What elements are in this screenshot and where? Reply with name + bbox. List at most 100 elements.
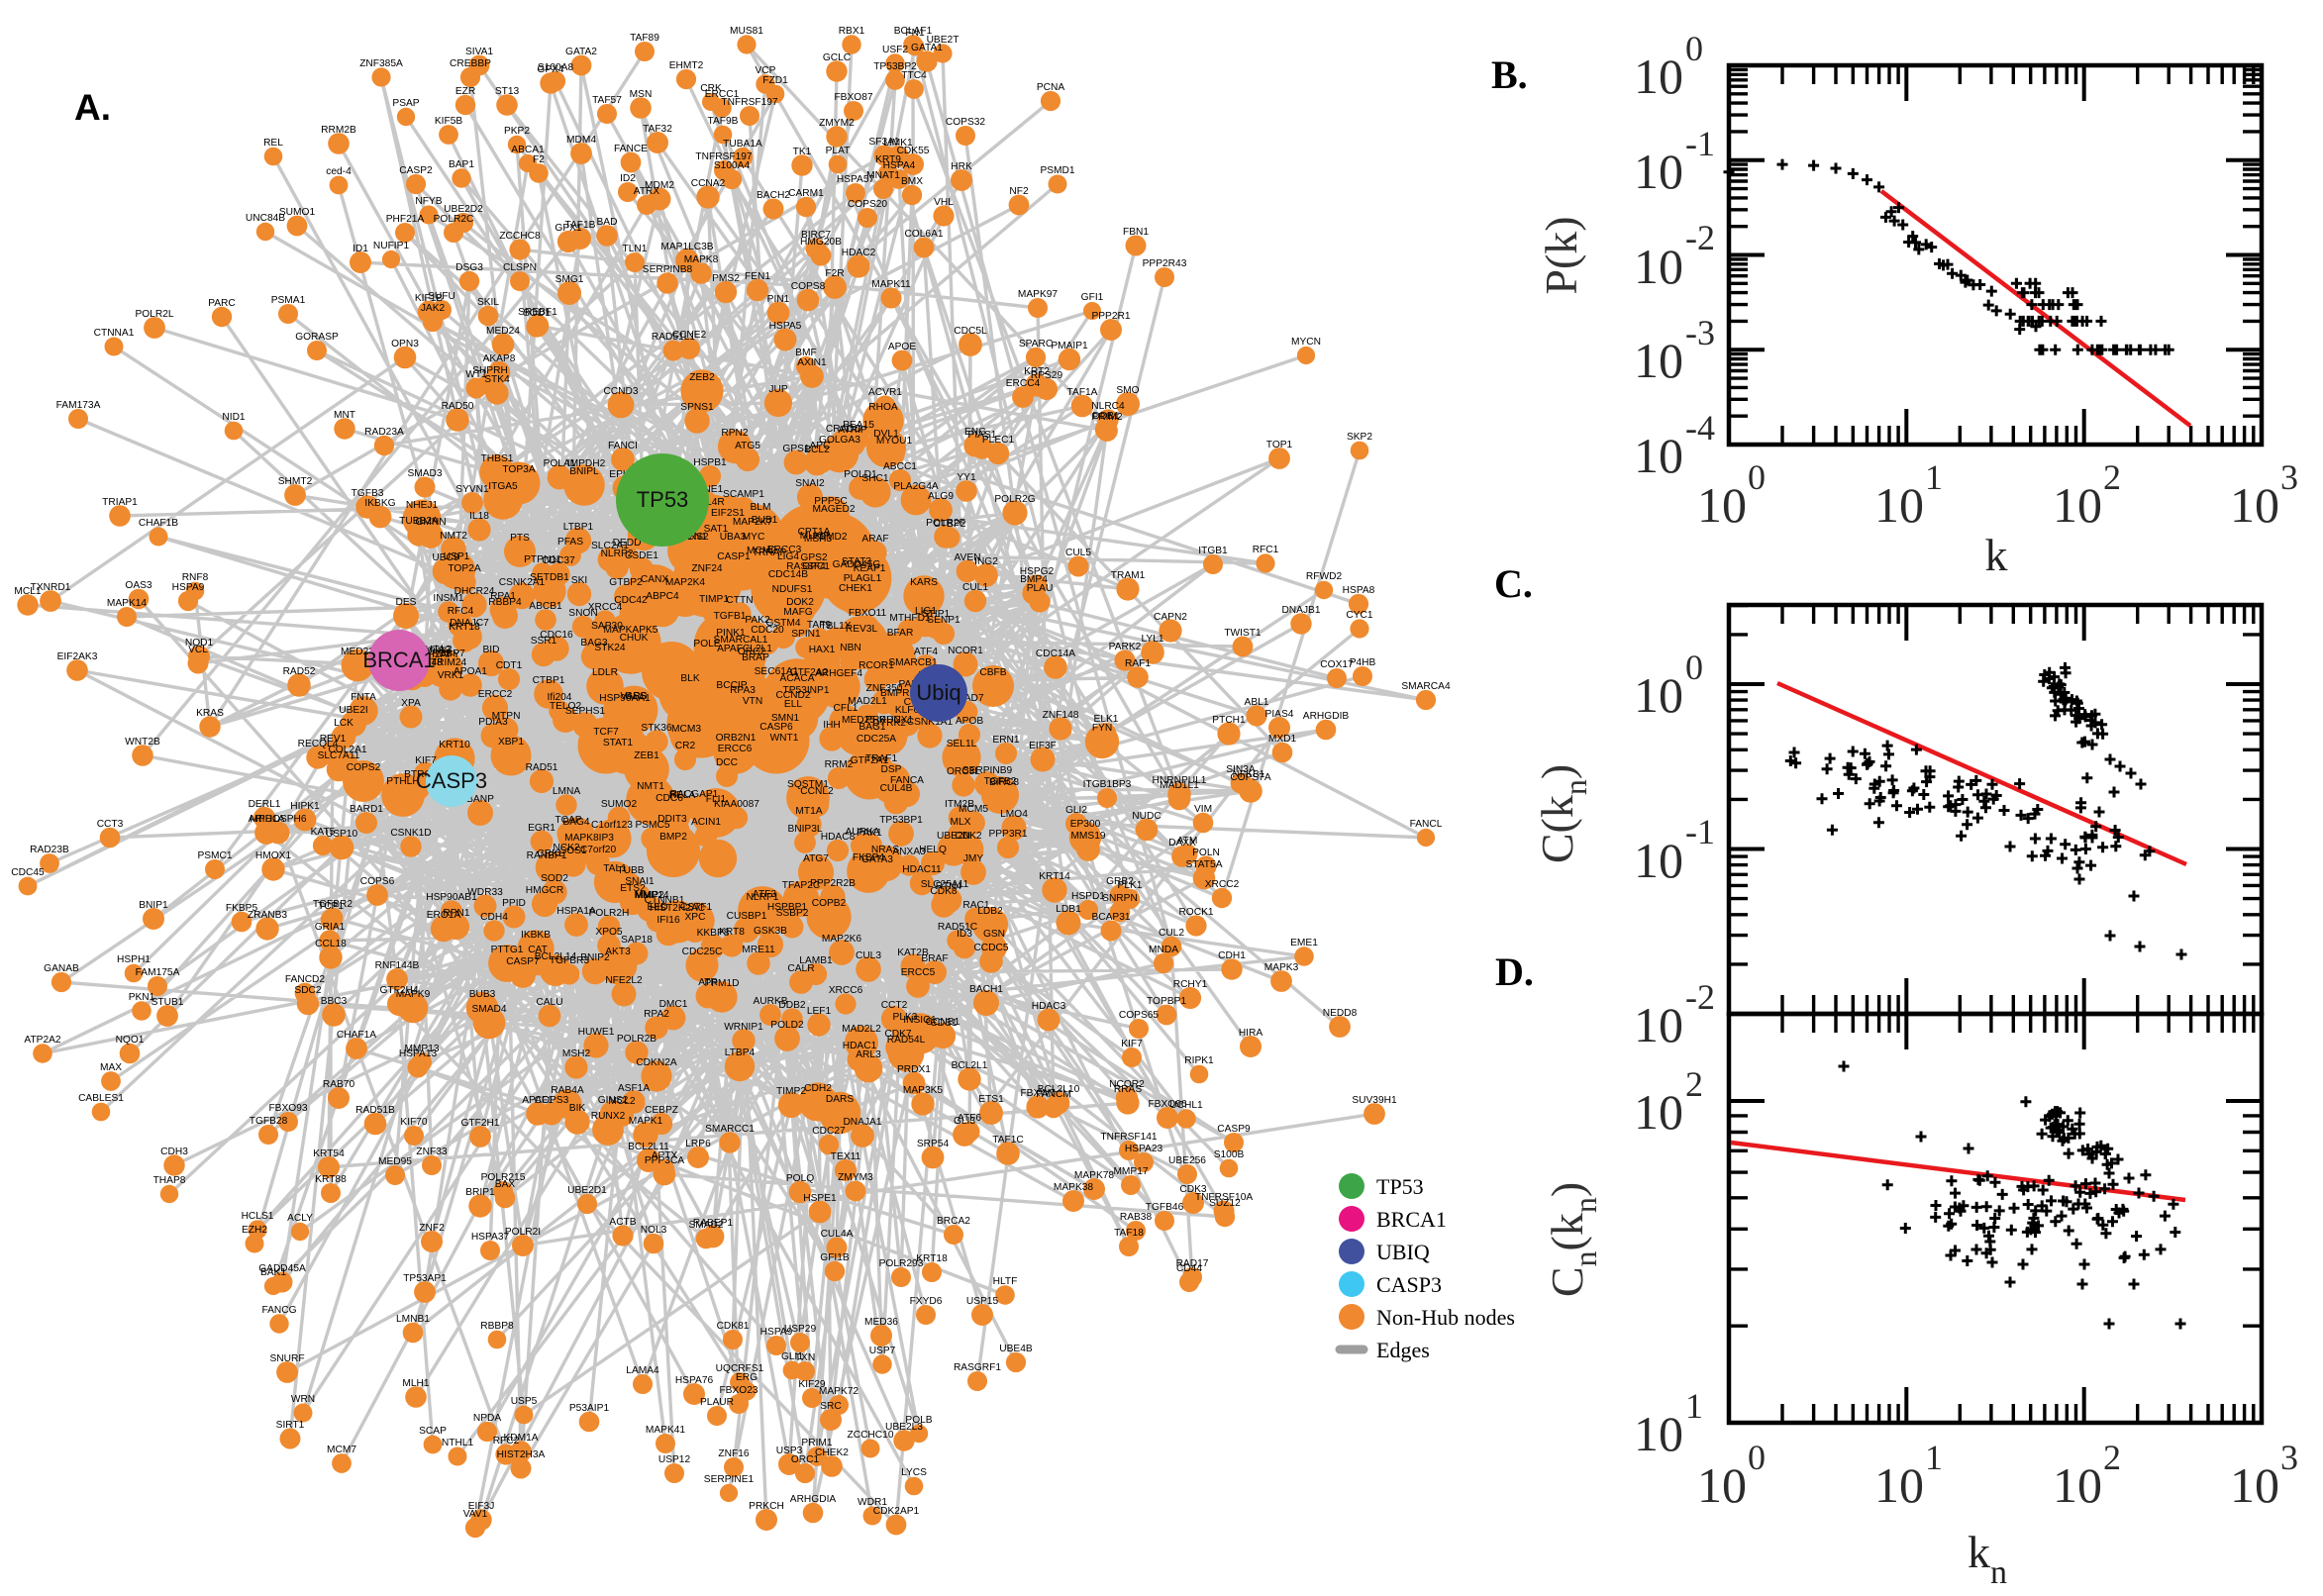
svg-text:10: 10 — [1634, 833, 1683, 888]
svg-text:KRT9: KRT9 — [875, 154, 901, 165]
svg-text:HCLS1: HCLS1 — [242, 1211, 274, 1222]
svg-text:SMO: SMO — [1116, 385, 1139, 396]
svg-text:GTF2H4: GTF2H4 — [379, 985, 418, 996]
svg-text:GPS1: GPS1 — [782, 444, 810, 454]
svg-text:LRP6: LRP6 — [685, 1139, 711, 1149]
svg-text:FLI1: FLI1 — [706, 794, 727, 805]
svg-text:HSPA23: HSPA23 — [1125, 1144, 1163, 1154]
svg-text:CALR: CALR — [787, 963, 814, 974]
svg-text:SKP2: SKP2 — [1347, 432, 1372, 443]
svg-text:LAMB1: LAMB1 — [799, 955, 833, 966]
svg-text:SPIN1: SPIN1 — [791, 629, 821, 640]
svg-text:PCNA: PCNA — [1037, 82, 1065, 93]
svg-text:GFI1B: GFI1B — [820, 1252, 850, 1263]
svg-text:RPA3: RPA3 — [730, 685, 756, 696]
svg-text:EIF3J: EIF3J — [468, 1501, 495, 1512]
svg-text:CUL4A: CUL4A — [821, 1229, 854, 1240]
svg-text:COPS32: COPS32 — [946, 117, 986, 128]
svg-text:NHEJ1: NHEJ1 — [406, 500, 439, 511]
svg-text:Non-Hub nodes: Non-Hub nodes — [1376, 1305, 1515, 1330]
svg-text:BCL2L10: BCL2L10 — [1038, 1084, 1080, 1095]
svg-text:POLN: POLN — [1192, 848, 1220, 858]
svg-text:CABLES1: CABLES1 — [78, 1093, 124, 1104]
svg-text:CASP7: CASP7 — [506, 956, 540, 967]
svg-text:LCK: LCK — [334, 718, 354, 729]
svg-text:MRE11: MRE11 — [742, 945, 775, 955]
svg-text:UBIQ: UBIQ — [1376, 1240, 1430, 1264]
svg-text:ACIN1: ACIN1 — [691, 817, 721, 828]
svg-text:SCAMP1: SCAMP1 — [723, 489, 764, 500]
svg-text:GPX1: GPX1 — [555, 223, 582, 234]
svg-text:POLR2I: POLR2I — [505, 1227, 541, 1238]
svg-text:ASF1A: ASF1A — [618, 1083, 650, 1094]
svg-text:HAX1: HAX1 — [809, 645, 836, 655]
svg-text:ABCC1: ABCC1 — [883, 461, 917, 472]
svg-text:EGR1: EGR1 — [528, 823, 556, 834]
svg-text:CDH3: CDH3 — [160, 1147, 188, 1157]
svg-text:VRK1: VRK1 — [438, 670, 464, 681]
svg-text:TGFB2: TGFB2 — [984, 776, 1017, 787]
svg-text:BCCIP: BCCIP — [716, 680, 747, 691]
svg-text:NUFIP1: NUFIP1 — [373, 241, 410, 251]
svg-text:10: 10 — [1697, 1457, 1747, 1513]
svg-text:10: 10 — [1634, 49, 1683, 104]
svg-text:SOD1: SOD1 — [523, 308, 551, 319]
svg-text:RAD54L: RAD54L — [887, 1035, 926, 1046]
svg-text:PDIA3: PDIA3 — [478, 717, 508, 728]
svg-text:SETDB1: SETDB1 — [530, 572, 569, 583]
svg-text:FANCE: FANCE — [614, 144, 648, 154]
svg-text:RAD51B: RAD51B — [355, 1105, 395, 1116]
svg-text:DOK2: DOK2 — [786, 597, 814, 608]
svg-text:SERPINE1: SERPINE1 — [704, 1474, 755, 1485]
svg-text:EME1: EME1 — [1290, 938, 1318, 948]
svg-text:CSNK2A1: CSNK2A1 — [499, 577, 546, 588]
svg-text:LIG1: LIG1 — [915, 606, 937, 617]
svg-text:THAP8: THAP8 — [153, 1175, 186, 1186]
svg-text:SNAI1: SNAI1 — [625, 876, 655, 887]
svg-text:BRAP: BRAP — [742, 652, 769, 663]
svg-text:RASSF4: RASSF4 — [786, 561, 826, 572]
svg-text:MNAT1: MNAT1 — [866, 170, 900, 181]
svg-text:MAP1LC3B: MAP1LC3B — [660, 242, 713, 252]
svg-text:BCAP31: BCAP31 — [1091, 912, 1130, 923]
svg-text:COPS7A: COPS7A — [1230, 772, 1271, 783]
svg-text:10: 10 — [1634, 239, 1683, 294]
svg-text:LDLR: LDLR — [592, 667, 618, 678]
svg-text:DYRK2: DYRK2 — [872, 718, 906, 729]
svg-text:PRKCH: PRKCH — [749, 1501, 784, 1512]
svg-text:CRADD: CRADD — [826, 424, 861, 435]
svg-text:STAT5A: STAT5A — [1186, 859, 1223, 870]
svg-text:SMARCB1: SMARCB1 — [888, 657, 938, 668]
svg-text:BLM: BLM — [751, 502, 771, 513]
svg-text:ELK1: ELK1 — [1094, 714, 1119, 725]
svg-text:SMARCC1: SMARCC1 — [705, 1124, 755, 1135]
svg-text:BARD1: BARD1 — [350, 804, 383, 815]
svg-text:CDC20: CDC20 — [751, 625, 784, 636]
svg-text:HDAC8: HDAC8 — [821, 832, 856, 843]
svg-text:WDR1: WDR1 — [858, 1497, 887, 1508]
svg-text:IL4R: IL4R — [703, 497, 725, 508]
svg-text:10: 10 — [2230, 1457, 2279, 1513]
svg-text:HSPA76: HSPA76 — [675, 1375, 714, 1386]
svg-text:CCL18: CCL18 — [315, 939, 347, 949]
svg-text:IHH: IHH — [823, 720, 841, 731]
svg-text:FBXO87: FBXO87 — [834, 92, 872, 103]
svg-text:PMS2: PMS2 — [712, 273, 740, 284]
svg-text:SMARCAL1: SMARCAL1 — [714, 635, 768, 646]
svg-text:PKP2: PKP2 — [504, 126, 530, 137]
svg-text:STIP1: STIP1 — [922, 609, 951, 620]
svg-text:TAF1A: TAF1A — [1067, 387, 1098, 398]
svg-text:TAF9: TAF9 — [807, 620, 831, 631]
svg-text:CCDC5: CCDC5 — [973, 943, 1008, 953]
svg-text:HDAC1: HDAC1 — [843, 1041, 877, 1051]
svg-text:HSPH1: HSPH1 — [117, 954, 151, 965]
svg-text:MCL2: MCL2 — [608, 1096, 636, 1107]
svg-text:HSPA9: HSPA9 — [760, 1327, 793, 1338]
svg-text:LTBP1: LTBP1 — [563, 522, 594, 533]
svg-text:TGFB3: TGFB3 — [352, 488, 384, 499]
svg-text:ERO1A: ERO1A — [427, 910, 461, 921]
svg-text:CSDE1: CSDE1 — [625, 550, 658, 561]
svg-text:ID3: ID3 — [957, 929, 972, 940]
svg-text:BFAR: BFAR — [887, 628, 914, 639]
svg-text:MYCN: MYCN — [1291, 337, 1321, 348]
